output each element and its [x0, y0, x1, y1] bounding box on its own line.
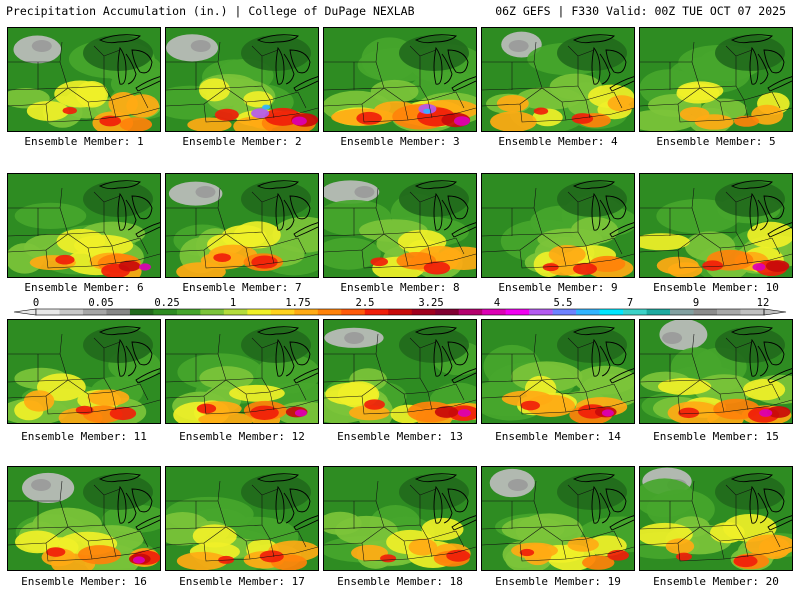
ensemble-member-map — [7, 319, 161, 424]
ensemble-member-label: Ensemble Member: 6 — [24, 281, 144, 294]
colorbar-tick-label: 2.5 — [355, 297, 375, 309]
ensemble-member-label: Ensemble Member: 3 — [340, 135, 460, 148]
colorbar-outline — [35, 308, 765, 316]
colorbar-segment — [529, 309, 553, 315]
colorbar-segment — [458, 309, 483, 315]
colorbar-segment — [200, 309, 225, 315]
ensemble-member-label: Ensemble Member: 12 — [179, 430, 305, 443]
ensemble-member-map — [323, 173, 477, 278]
colorbar-tick-label: 5.5 — [553, 297, 573, 309]
colorbar-segment — [505, 309, 530, 315]
colorbar-segment — [223, 309, 248, 315]
colorbar-max-arrow — [763, 308, 787, 316]
colorbar-segment — [646, 309, 671, 315]
ensemble-member-label: Ensemble Member: 10 — [653, 281, 779, 294]
ensemble-member-label: Ensemble Member: 1 — [24, 135, 144, 148]
colorbar-tick-label: 0.25 — [154, 297, 180, 309]
colorbar-segment — [552, 309, 577, 315]
ensemble-member-map — [481, 319, 635, 424]
colorbar-tick-label: 0 — [32, 297, 40, 309]
colorbar-segment — [59, 309, 84, 315]
ensemble-member-label: Ensemble Member: 13 — [337, 430, 463, 443]
colorbar-segment — [388, 309, 413, 315]
colorbar-tick-label: 12 — [756, 297, 770, 309]
colorbar-segment — [341, 309, 366, 315]
colorbar-segment — [153, 309, 178, 315]
colorbar-segment — [717, 309, 741, 315]
colorbar-segment — [294, 309, 319, 315]
colorbar-segment — [270, 309, 295, 315]
colorbar-tick-label: 9 — [692, 297, 700, 309]
colorbar-tick-label: 1.75 — [285, 297, 311, 309]
ensemble-member-label: Ensemble Member: 18 — [337, 575, 463, 588]
ensemble-member-map — [481, 466, 635, 571]
run-valid-time: 06Z GEFS | F330 Valid: 00Z TUE OCT 07 20… — [495, 4, 786, 18]
colorbar-segment — [623, 309, 647, 315]
colorbar-min-arrow — [13, 308, 37, 316]
colorbar-segment — [106, 309, 131, 315]
ensemble-member-label: Ensemble Member: 15 — [653, 430, 779, 443]
colorbar-segment — [576, 309, 600, 315]
ensemble-member-label: Ensemble Member: 5 — [656, 135, 776, 148]
colorbar-segment — [129, 309, 154, 315]
ensemble-member-map — [7, 173, 161, 278]
colorbar-tick-label: 3.25 — [418, 297, 444, 309]
ensemble-member-map — [639, 466, 793, 571]
colorbar-tick-label: 1 — [229, 297, 237, 309]
colorbar-segment — [364, 309, 389, 315]
ensemble-member-label: Ensemble Member: 16 — [21, 575, 147, 588]
ensemble-member-map — [165, 173, 319, 278]
ensemble-member-label: Ensemble Member: 4 — [498, 135, 618, 148]
ensemble-member-map — [639, 319, 793, 424]
ensemble-member-label: Ensemble Member: 17 — [179, 575, 305, 588]
colorbar-tick-label: 7 — [626, 297, 634, 309]
colorbar-tick-label: 0.05 — [88, 297, 114, 309]
ensemble-member-label: Ensemble Member: 14 — [495, 430, 621, 443]
product-title: Precipitation Accumulation (in.) | Colle… — [6, 4, 415, 18]
ensemble-member-label: Ensemble Member: 9 — [498, 281, 618, 294]
ensemble-member-map — [323, 27, 477, 132]
colorbar-segment — [176, 309, 201, 315]
ensemble-member-map — [323, 466, 477, 571]
ensemble-member-map — [165, 466, 319, 571]
ensemble-member-map — [481, 173, 635, 278]
ensemble-member-label: Ensemble Member: 8 — [340, 281, 460, 294]
colorbar-segment — [435, 309, 460, 315]
ensemble-member-map — [7, 27, 161, 132]
colorbar-segment — [317, 309, 342, 315]
colorbar-segment — [411, 309, 436, 315]
ensemble-member-label: Ensemble Member: 11 — [21, 430, 147, 443]
colorbar-tick-label: 4 — [493, 297, 501, 309]
ensemble-member-map — [481, 27, 635, 132]
colorbar-segment — [599, 309, 624, 315]
ensemble-member-map — [639, 27, 793, 132]
ensemble-member-label: Ensemble Member: 2 — [182, 135, 302, 148]
ensemble-member-label: Ensemble Member: 7 — [182, 281, 302, 294]
colorbar-segment — [670, 309, 694, 315]
ensemble-member-label: Ensemble Member: 20 — [653, 575, 779, 588]
colorbar-segment — [693, 309, 718, 315]
colorbar-segment — [482, 309, 506, 315]
ensemble-member-map — [323, 319, 477, 424]
colorbar-segment — [82, 309, 107, 315]
ensemble-member-label: Ensemble Member: 19 — [495, 575, 621, 588]
ensemble-member-map — [165, 319, 319, 424]
colorbar-segment — [740, 309, 765, 315]
precip-colorbar — [13, 308, 787, 316]
colorbar-segment — [247, 309, 272, 315]
ensemble-member-map — [639, 173, 793, 278]
colorbar-segment — [36, 309, 60, 315]
ensemble-member-map — [7, 466, 161, 571]
ensemble-member-map — [165, 27, 319, 132]
